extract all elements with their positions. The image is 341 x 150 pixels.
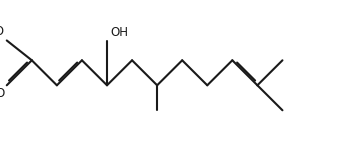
- Text: HO: HO: [0, 25, 5, 38]
- Text: OH: OH: [110, 26, 128, 39]
- Text: O: O: [0, 87, 5, 100]
